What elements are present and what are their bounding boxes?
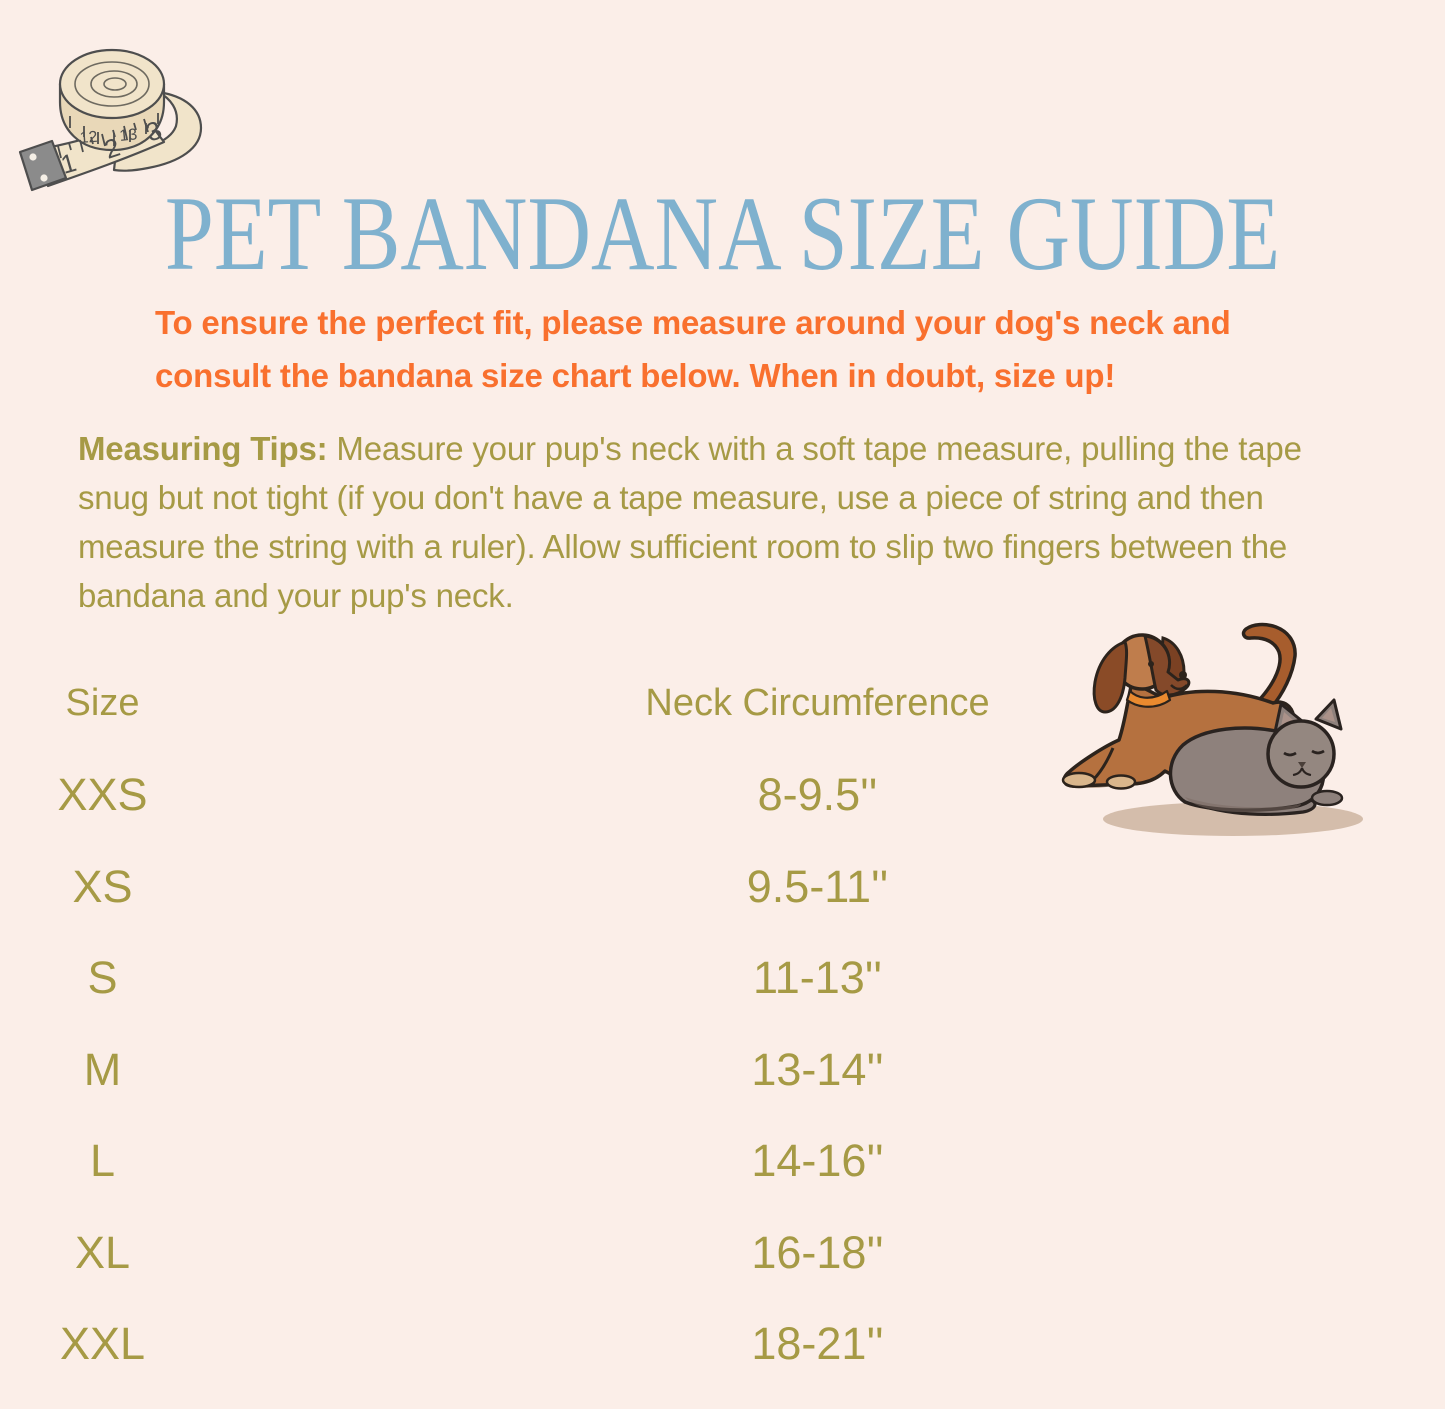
dog-and-cat-illustration — [1061, 622, 1363, 836]
table-row: M 13-14'' — [0, 1024, 1430, 1116]
table-row: XL 16-18'' — [0, 1207, 1430, 1299]
size-label: XS — [72, 860, 133, 912]
table-row: L 14-16'' — [0, 1116, 1430, 1208]
tape-number-12: 12 — [79, 129, 98, 147]
neck-circumference-value: 13-14'' — [751, 1043, 884, 1095]
page-title: PET BANDANA SIZE GUIDE — [164, 175, 1281, 292]
size-label: XXS — [57, 769, 148, 821]
neck-circumference-value: 9.5-11'' — [746, 860, 889, 912]
size-table: Size Neck Circumference XXS 8-9.5'' XS 9.5-… — [0, 658, 1430, 1390]
table-row: XS 9.5-11'' — [0, 841, 1430, 933]
table-row: XXS 8-9.5'' — [0, 750, 1430, 842]
neck-circumference-value: 11-13'' — [753, 952, 882, 1004]
table-row: S 11-13'' — [0, 933, 1430, 1025]
intro-line-2: consult the bandana size chart below. Wh… — [155, 357, 1116, 394]
intro-text: To ensure the perfect fit, please measur… — [155, 296, 1231, 402]
table-row: XXL 18-21'' — [0, 1299, 1430, 1391]
neck-circumference-value: 18-21'' — [751, 1318, 884, 1370]
column-header-neck-circumference: Neck Circumference — [645, 682, 990, 725]
table-body: XXS 8-9.5'' XS 9.5-11'' S 11-13'' M 13-14'' L 14-… — [0, 750, 1430, 1391]
tape-number-13: 13 — [119, 126, 139, 145]
column-header-size: Size — [65, 682, 140, 725]
table-header-row: Size Neck Circumference — [0, 658, 1430, 750]
measuring-tips-label: Measuring Tips: — [78, 430, 328, 467]
neck-circumference-value: 16-18'' — [751, 1226, 884, 1278]
intro-line-1: To ensure the perfect fit, please measur… — [155, 304, 1231, 341]
size-label: S — [87, 952, 118, 1004]
measuring-tips: Measuring Tips: Measure your pup's neck … — [78, 424, 1378, 620]
neck-circumference-value: 8-9.5'' — [757, 769, 878, 821]
size-label: XL — [74, 1226, 131, 1278]
measuring-tips-text: Measure your pup's neck with a soft tape… — [78, 430, 1302, 614]
neck-circumference-value: 14-16'' — [751, 1135, 884, 1187]
size-label: M — [83, 1043, 122, 1095]
measuring-tape-icon: 12 13 1 2 3 — [18, 48, 203, 192]
size-label: L — [89, 1135, 116, 1187]
size-label: XXL — [59, 1318, 146, 1370]
